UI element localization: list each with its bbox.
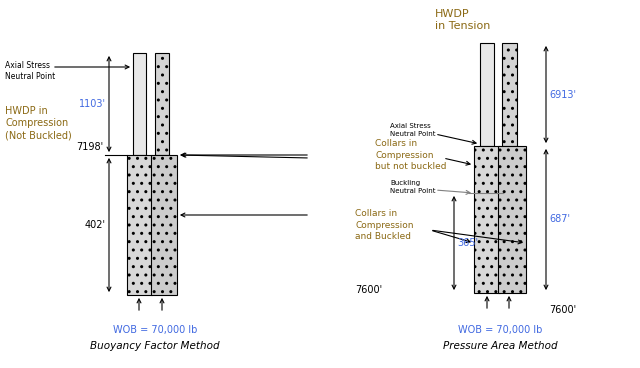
Bar [127, 155, 152, 295]
Text: 7600': 7600' [355, 285, 382, 295]
Text: Pressure Area Method: Pressure Area Method [443, 341, 557, 351]
Text: Axial Stress
Neutral Point: Axial Stress Neutral Point [390, 123, 435, 137]
Text: 7198': 7198' [76, 142, 103, 152]
Text: Collars in
Compression
and Buckled: Collars in Compression and Buckled [355, 209, 413, 241]
Text: 365': 365' [457, 238, 478, 248]
Text: HWDP
in Tension: HWDP in Tension [435, 9, 490, 31]
Bar [502, 43, 517, 146]
Bar [151, 155, 177, 295]
Bar [498, 146, 526, 293]
Text: 7600': 7600' [549, 305, 576, 315]
Text: WOB = 70,000 lb: WOB = 70,000 lb [113, 325, 197, 335]
Text: 402': 402' [85, 220, 106, 230]
Text: 1103': 1103' [79, 99, 106, 109]
Bar [155, 53, 169, 155]
Text: Buoyancy Factor Method: Buoyancy Factor Method [90, 341, 220, 351]
Text: WOB = 70,000 lb: WOB = 70,000 lb [458, 325, 542, 335]
Bar [480, 43, 494, 146]
Text: HWDP in
Compression
(Not Buckled): HWDP in Compression (Not Buckled) [5, 106, 72, 141]
Text: 687': 687' [549, 215, 570, 224]
Text: Axial Stress
Neutral Point: Axial Stress Neutral Point [5, 61, 55, 81]
Text: Buckling
Neutral Point: Buckling Neutral Point [390, 180, 435, 194]
Bar [133, 53, 146, 155]
Text: 6913': 6913' [549, 89, 576, 99]
Bar [474, 146, 500, 293]
Text: Collars in
Compression
but not buckled: Collars in Compression but not buckled [375, 139, 447, 171]
